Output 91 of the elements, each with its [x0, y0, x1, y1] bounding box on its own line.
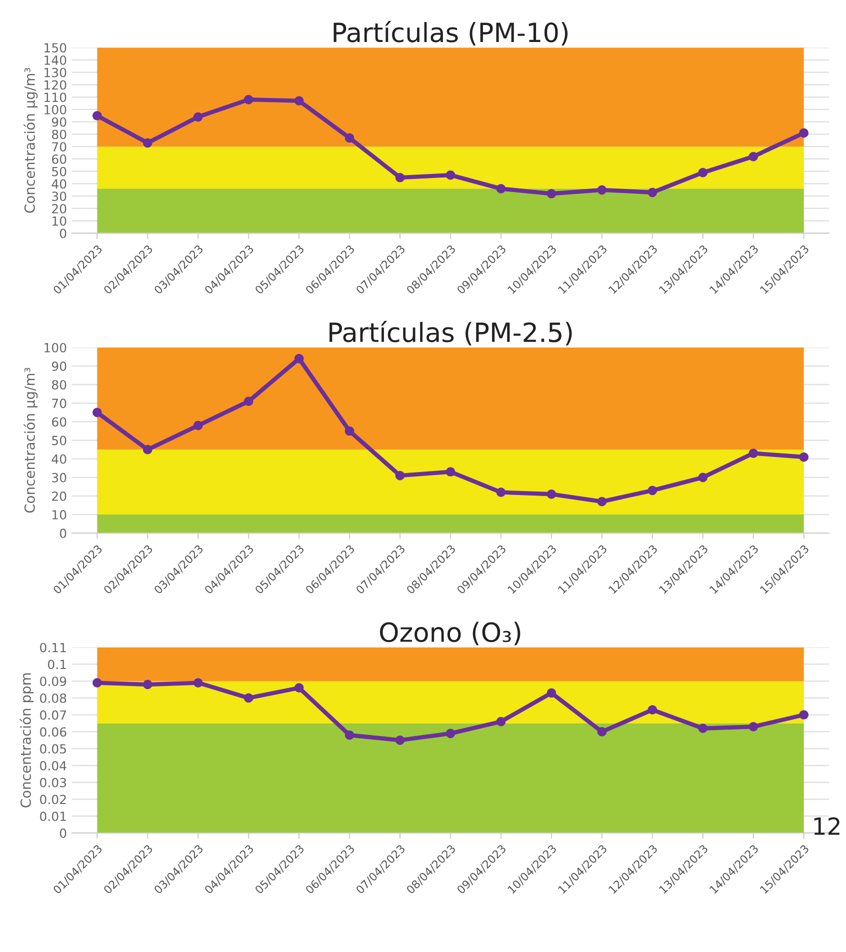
point: [193, 112, 203, 122]
y-tick-label: 0.11: [40, 642, 66, 652]
point: [244, 693, 254, 703]
point: [344, 133, 354, 143]
point: [698, 472, 708, 482]
point: [294, 683, 304, 693]
point: [648, 486, 658, 496]
y-tick-label: 150: [44, 43, 66, 53]
y-tick-label: 10: [52, 216, 66, 226]
point: [597, 496, 607, 506]
chart-title: Ozono (O₃): [380, 622, 520, 646]
point: [648, 705, 658, 714]
y-tick-label: 0.01: [40, 812, 66, 822]
y-tick-label: 20: [52, 204, 66, 214]
y-tick-label: 40: [52, 179, 66, 189]
point: [244, 396, 254, 406]
point: [244, 94, 254, 104]
y-tick-label: 50: [52, 166, 66, 176]
y-tick-label: 0: [60, 528, 66, 538]
point: [294, 354, 304, 364]
y-tick-label: 0: [60, 228, 66, 238]
point: [799, 452, 809, 462]
point: [698, 724, 708, 734]
point: [294, 96, 304, 106]
y-tick-label: 0.04: [40, 760, 66, 770]
point: [597, 727, 607, 736]
point: [546, 688, 556, 698]
point: [446, 467, 456, 477]
y-tick-label: 110: [44, 92, 66, 102]
point: [193, 678, 203, 688]
annotation: 12: [814, 817, 840, 835]
y-tick-label: 80: [52, 130, 66, 140]
y-tick-label: 60: [52, 154, 66, 164]
y-axis-title: Concentración ppm: [20, 673, 34, 808]
chart-title: Partículas (PM-2.5): [330, 320, 572, 346]
y-tick-label: 10: [52, 510, 66, 520]
point: [648, 188, 658, 198]
y-tick-label: 130: [44, 68, 66, 78]
y-tick-label: 90: [52, 117, 66, 127]
point: [395, 172, 405, 182]
point: [546, 489, 556, 499]
point: [344, 426, 354, 436]
y-tick-label: 70: [52, 142, 66, 152]
point: [698, 168, 708, 178]
y-tick-label: 140: [44, 55, 66, 65]
point: [748, 722, 758, 732]
y-tick-label: 0.03: [40, 778, 66, 788]
y-tick-label: 90: [52, 362, 66, 371]
y-tick-label: 60: [52, 417, 66, 427]
y-tick-label: 0.08: [40, 693, 66, 703]
y-tick-label: 0.02: [40, 794, 66, 804]
point: [92, 678, 102, 688]
y-tick-label: 100: [44, 104, 66, 114]
point: [395, 470, 405, 480]
y-tick-label: 0.05: [40, 744, 66, 754]
y-tick-label: 120: [44, 80, 66, 90]
point: [92, 408, 102, 418]
point: [799, 710, 809, 720]
chart-title: Partículas (PM-10): [334, 20, 568, 46]
point: [496, 716, 506, 726]
y-tick-label: 30: [52, 192, 66, 202]
point: [799, 128, 809, 138]
point: [142, 680, 152, 690]
y-tick-label: 0.06: [40, 727, 66, 737]
point: [446, 728, 456, 738]
y-tick-label: 100: [44, 342, 66, 352]
y-tick-label: 0.09: [40, 676, 66, 686]
point: [546, 188, 556, 198]
y-tick-label: 0.07: [40, 710, 66, 720]
point: [193, 420, 203, 430]
y-axis-title: Concentración µg/m³: [24, 68, 38, 213]
y-tick-label: 40: [52, 454, 66, 464]
point: [496, 184, 506, 194]
point: [748, 448, 758, 458]
point: [344, 730, 354, 740]
point: [92, 110, 102, 120]
y-tick-label: 0.1: [48, 660, 66, 670]
point: [597, 185, 607, 195]
point: [142, 444, 152, 454]
y-tick-label: 20: [52, 491, 66, 501]
y-tick-label: 70: [52, 398, 66, 408]
point: [446, 170, 456, 180]
point: [142, 138, 152, 148]
point: [496, 488, 506, 497]
y-axis-title: Concentración µg/m³: [24, 368, 38, 513]
y-tick-label: 0: [60, 828, 66, 838]
point: [395, 735, 405, 745]
point: [748, 152, 758, 162]
y-tick-label: 80: [52, 380, 66, 390]
y-tick-label: 50: [52, 436, 66, 446]
y-tick-label: 30: [52, 472, 66, 482]
